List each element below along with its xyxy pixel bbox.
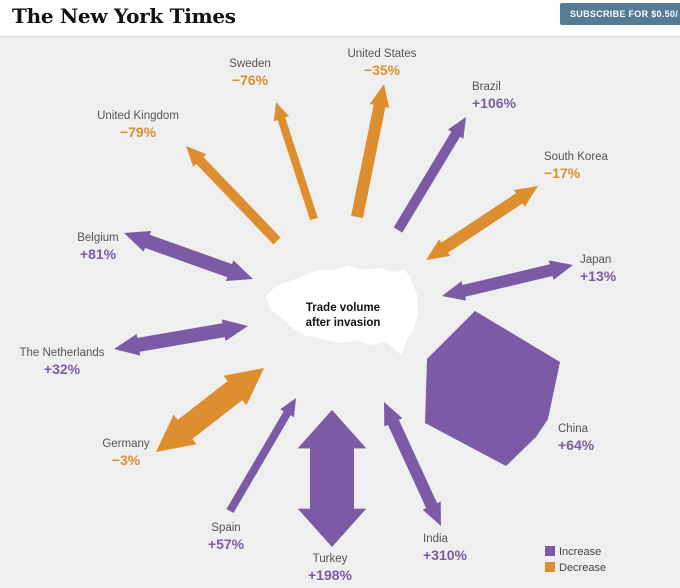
legend-increase-swatch — [545, 546, 555, 556]
arrows-layer — [114, 84, 573, 547]
country-label-turkey: Turkey — [313, 553, 348, 565]
arrow-sweden — [273, 102, 318, 221]
site-header: The New York Times SUBSCRIBE FOR $0.50/ — [0, 0, 680, 37]
legend: Increase Decrease — [545, 546, 606, 574]
arrow-china — [425, 311, 560, 466]
change-value-brazil: +106% — [472, 95, 517, 111]
change-value-china: +64% — [558, 437, 595, 453]
country-label-the-netherlands: The Netherlands — [19, 347, 104, 359]
arrow-brazil — [393, 117, 466, 233]
arrow-the-netherlands — [114, 319, 248, 356]
legend-decrease-label: Decrease — [559, 562, 606, 574]
change-value-south-korea: −17% — [544, 165, 581, 181]
arrow-turkey — [297, 410, 367, 547]
change-value-united-states: −35% — [364, 62, 401, 78]
country-label-sweden: Sweden — [229, 58, 271, 70]
arrow-spain — [226, 398, 296, 513]
country-label-brazil: Brazil — [472, 81, 501, 93]
country-label-germany: Germany — [102, 438, 150, 450]
change-value-belgium: +81% — [80, 246, 117, 262]
country-label-united-states: United States — [347, 48, 416, 60]
change-value-united-kingdom: −79% — [120, 124, 157, 140]
country-label-south-korea: South Korea — [544, 151, 609, 163]
country-label-belgium: Belgium — [77, 232, 119, 244]
change-value-the-netherlands: +32% — [44, 361, 81, 377]
arrow-united-states — [351, 84, 390, 219]
arrow-south-korea — [426, 186, 538, 260]
labels-layer: United States −35% Brazil +106% South Korea −… — [19, 48, 616, 583]
change-value-turkey: +198% — [308, 567, 353, 583]
russia-map-shape — [266, 265, 418, 356]
country-label-japan: Japan — [580, 254, 611, 266]
change-value-germany: −3% — [112, 452, 141, 468]
country-label-united-kingdom: United Kingdom — [97, 110, 179, 122]
arrow-india — [384, 402, 441, 526]
nyt-logo[interactable]: The New York Times — [12, 4, 236, 28]
arrow-belgium — [124, 231, 253, 281]
country-label-india: India — [423, 533, 449, 545]
change-value-india: +310% — [423, 547, 468, 563]
country-label-spain: Spain — [211, 522, 240, 534]
arrow-united-kingdom — [186, 146, 281, 245]
center-title-line1: Trade volume — [306, 302, 380, 314]
arrow-japan — [442, 260, 573, 301]
change-value-japan: +13% — [580, 268, 617, 284]
arrow-germany — [156, 368, 264, 452]
change-value-sweden: −76% — [232, 72, 269, 88]
subscribe-button[interactable]: SUBSCRIBE FOR $0.50/ — [560, 3, 680, 25]
change-value-spain: +57% — [208, 536, 245, 552]
legend-increase-label: Increase — [559, 546, 601, 558]
center-title-line2: after invasion — [306, 317, 381, 329]
country-label-china: China — [558, 423, 589, 435]
legend-decrease-swatch — [545, 562, 555, 572]
